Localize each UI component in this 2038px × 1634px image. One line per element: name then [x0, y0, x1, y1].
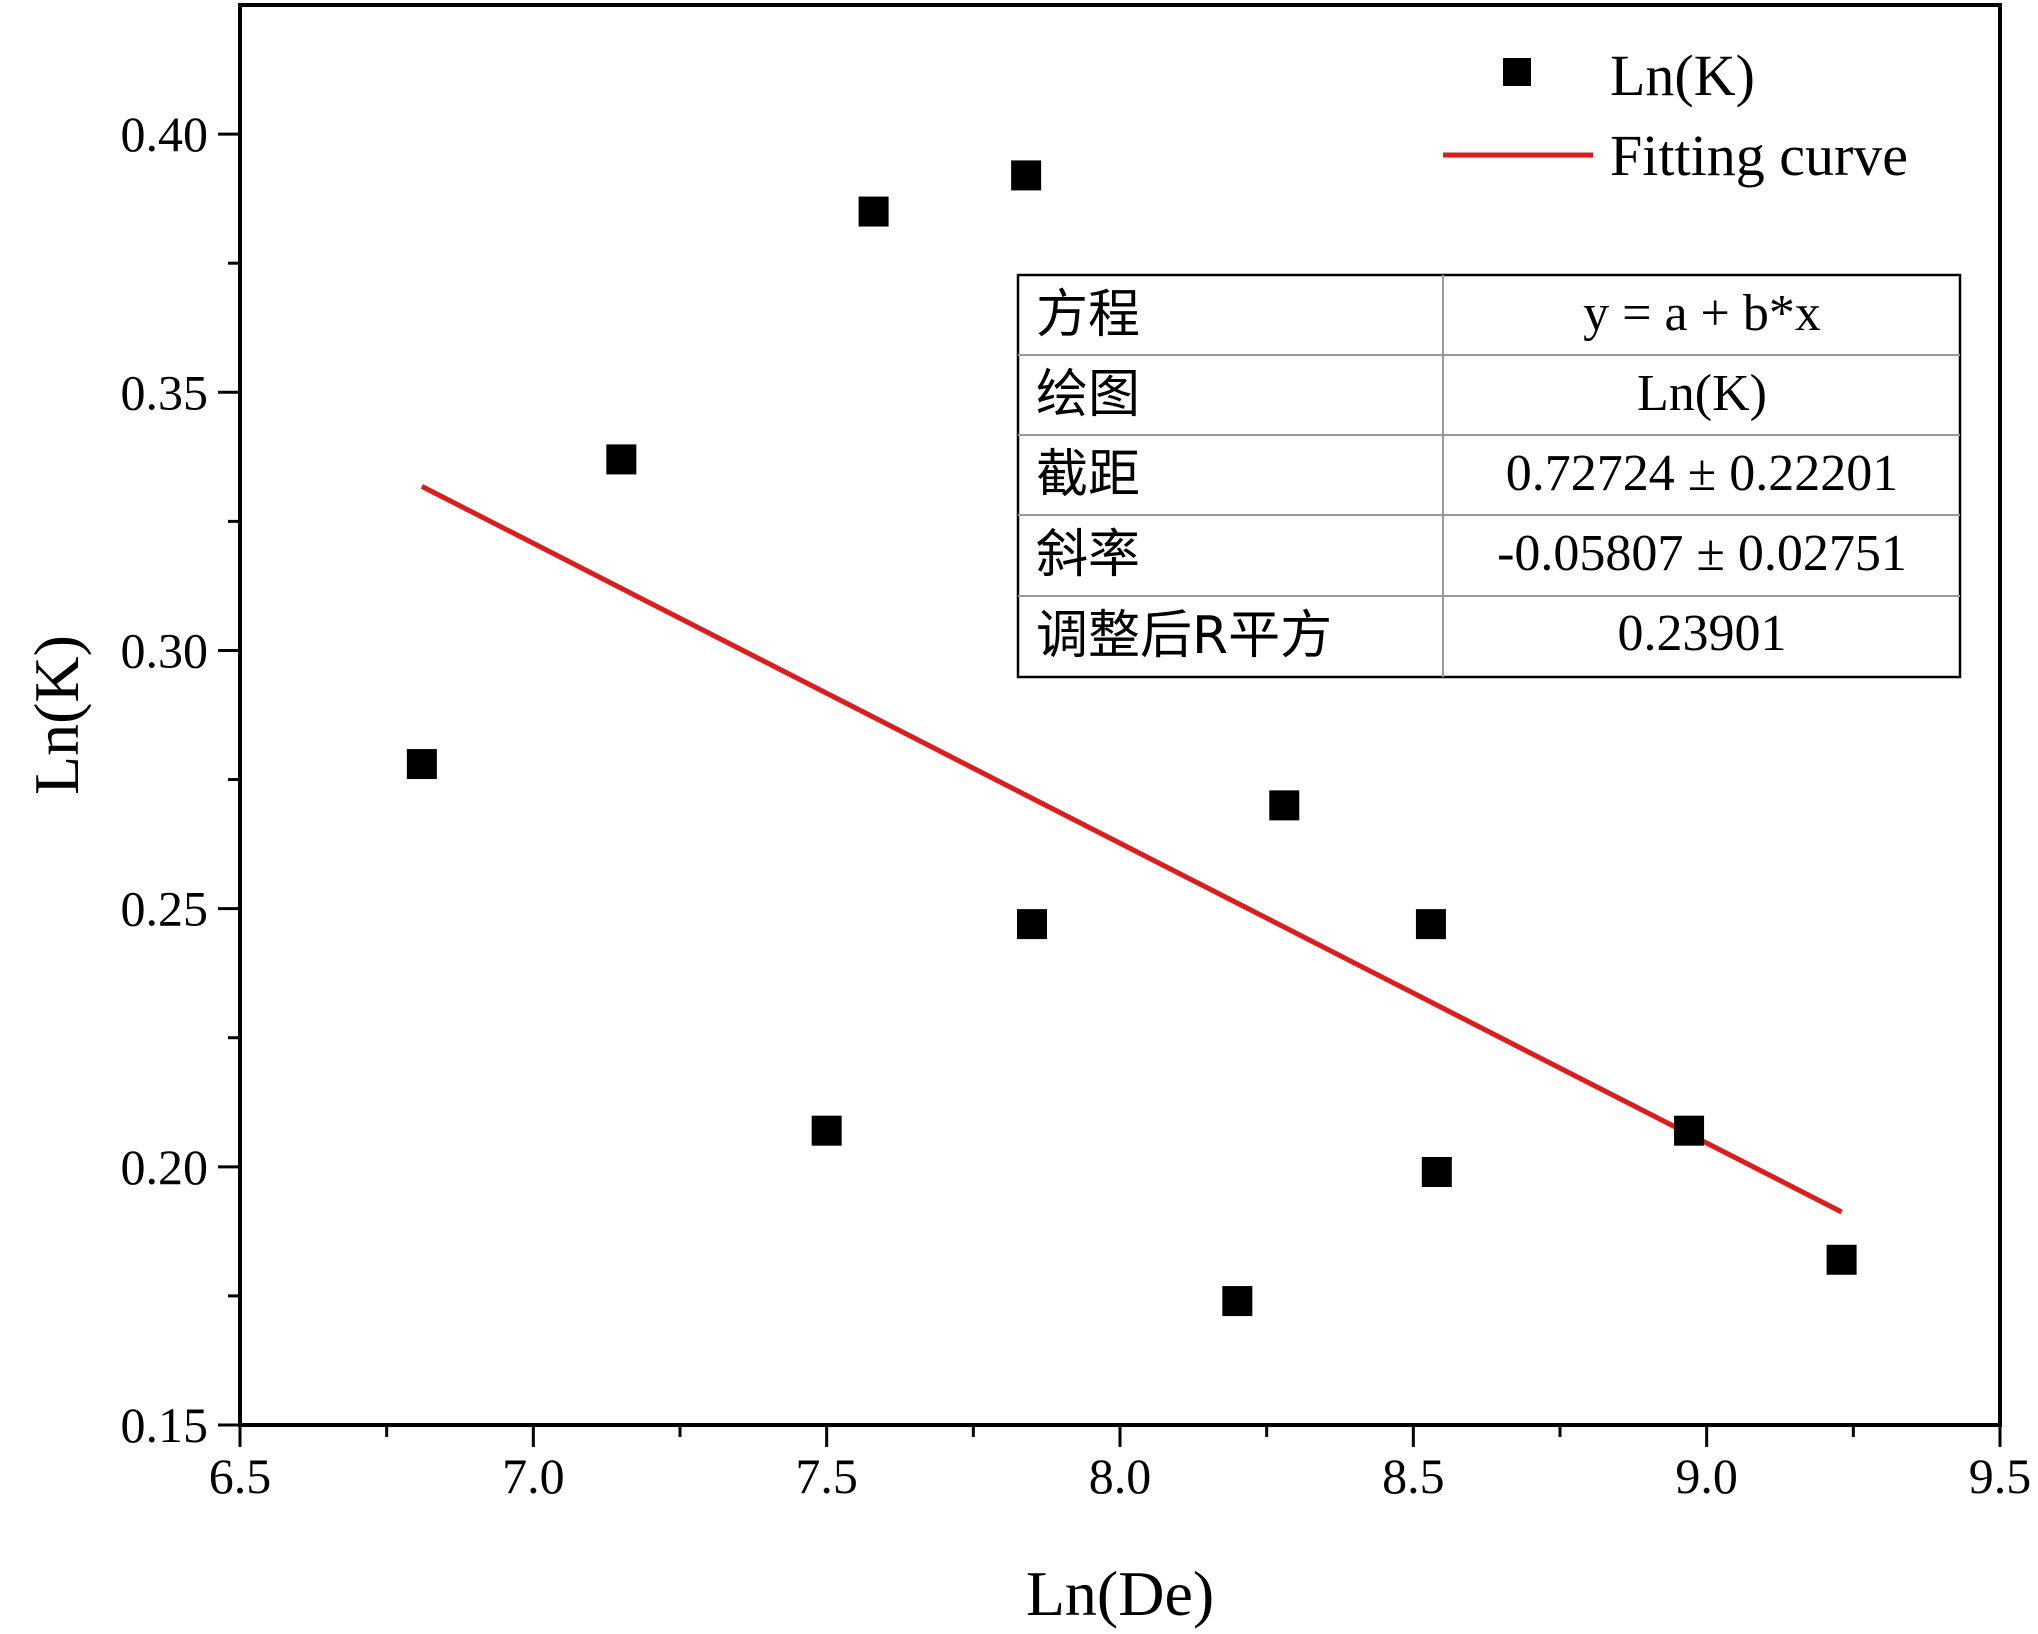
- data-point: [1011, 160, 1042, 191]
- y-tick-label: 0.40: [121, 106, 209, 162]
- stats-value-equation: y = a + b*x: [1583, 285, 1821, 342]
- stats-value-adj-r-squared: 0.23901: [1618, 605, 1787, 662]
- x-tick-label: 9.5: [1969, 1448, 2032, 1504]
- stats-label-plot: 绘图: [1036, 365, 1140, 425]
- x-axis-title: Ln(De): [1026, 1558, 1214, 1629]
- x-tick-label: 6.5: [209, 1448, 272, 1504]
- legend-label-series: Ln(K): [1610, 43, 1755, 108]
- x-tick-label: 7.0: [502, 1448, 565, 1504]
- stats-value-intercept: 0.72724 ± 0.22201: [1506, 445, 1899, 502]
- stats-label-adj-r-squared: 调整后R平方: [1036, 606, 1332, 666]
- legend-marker-square: [1503, 58, 1531, 86]
- data-point: [1421, 1156, 1452, 1187]
- y-tick-label: 0.30: [121, 622, 209, 678]
- x-tick-label: 8.5: [1382, 1448, 1445, 1504]
- data-point: [811, 1115, 842, 1146]
- stats-table: 方程 y = a + b*x 绘图 Ln(K) 截距 0.72724 ± 0.2…: [1016, 273, 1962, 679]
- y-axis-title: Ln(K): [21, 635, 92, 795]
- data-point: [858, 196, 889, 227]
- data-points-layer: [406, 160, 1857, 1317]
- y-tick-label: 0.20: [121, 1139, 209, 1195]
- data-point: [1415, 909, 1446, 940]
- data-point: [1269, 790, 1300, 821]
- y-tick-label: 0.15: [121, 1397, 209, 1453]
- data-point: [1674, 1115, 1705, 1146]
- stats-value-slope: -0.05807 ± 0.02751: [1497, 525, 1907, 582]
- fitting-curve-line: [420, 484, 1843, 1215]
- data-point: [606, 444, 637, 475]
- stats-label-equation: 方程: [1036, 285, 1140, 345]
- stats-label-intercept: 截距: [1036, 445, 1140, 505]
- x-tick-label: 8.0: [1089, 1448, 1152, 1504]
- legend: Ln(K) Fitting curve: [1443, 43, 1908, 188]
- x-tick-label: 9.0: [1675, 1448, 1738, 1504]
- data-point: [1826, 1244, 1857, 1275]
- stats-value-plot: Ln(K): [1637, 365, 1767, 422]
- plot-frame: [238, 3, 2002, 1427]
- stats-label-slope: 斜率: [1036, 525, 1140, 585]
- data-point: [1017, 909, 1047, 940]
- x-tick-label: 7.5: [795, 1448, 858, 1504]
- fitting-curve-layer: [420, 484, 1843, 1215]
- y-tick-label: 0.35: [121, 364, 209, 420]
- data-point: [406, 749, 437, 780]
- data-point: [1222, 1286, 1253, 1317]
- stats-table-border: [1016, 273, 1962, 679]
- y-tick-label: 0.25: [121, 881, 209, 937]
- y-axis: 0.15 0.20 0.25 0.30 0.35 0.40: [121, 106, 240, 1453]
- legend-label-fit: Fitting curve: [1610, 123, 1908, 188]
- x-axis: 6.5 7.0 7.5 8.0 8.5 9.0 9.5: [209, 1425, 2032, 1504]
